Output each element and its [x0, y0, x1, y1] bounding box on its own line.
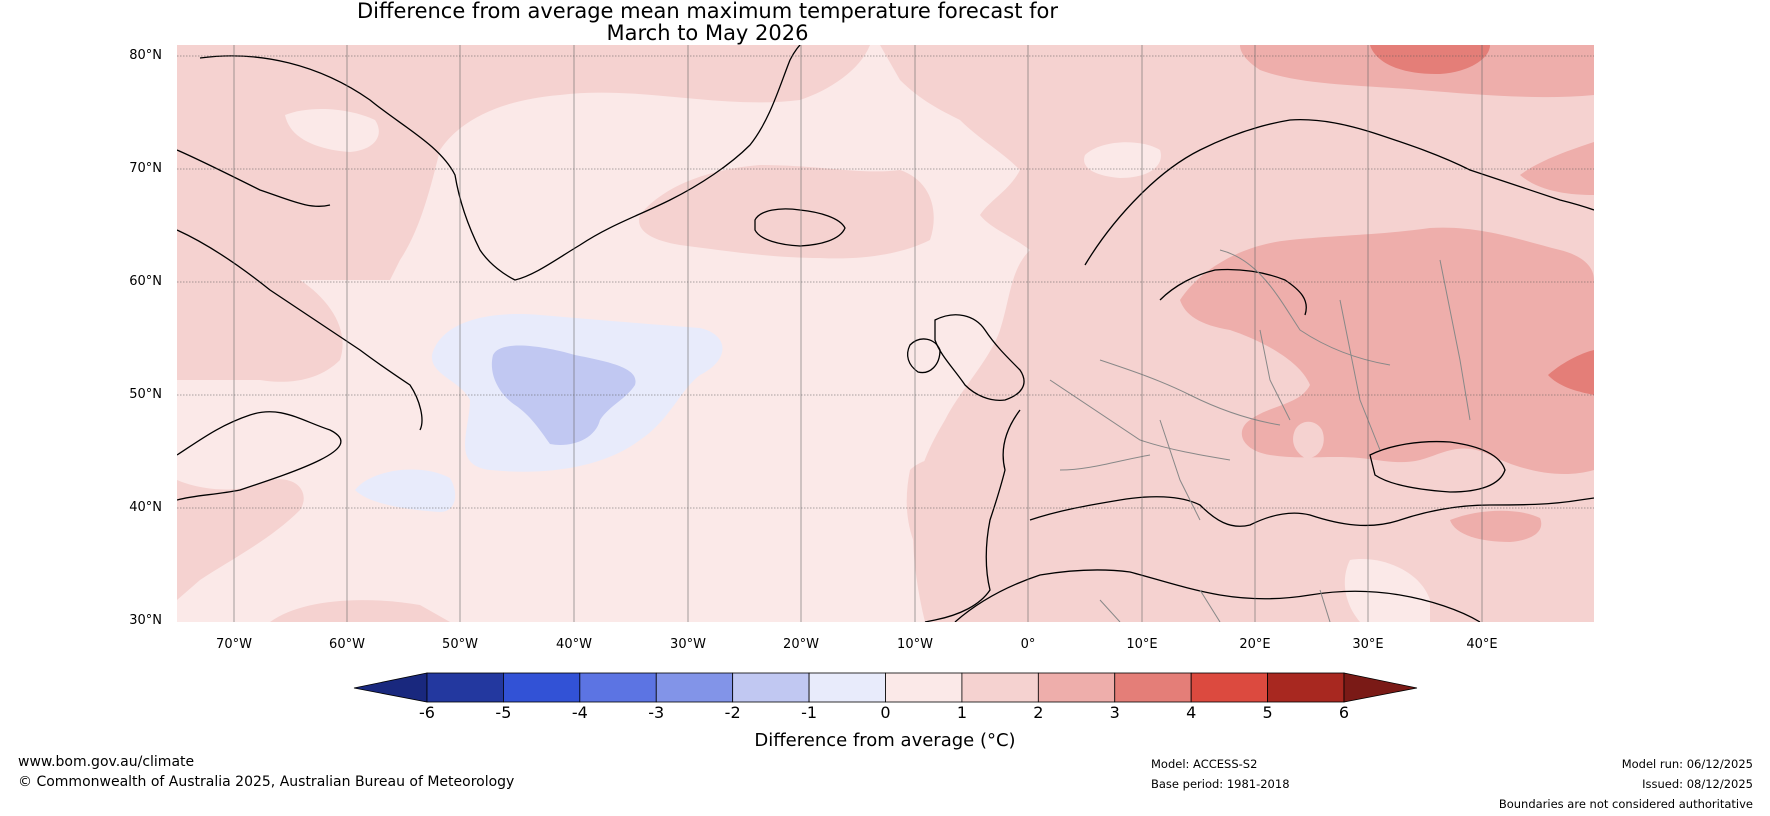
baffin-coast: [177, 149, 331, 207]
colorbar-tick-label: 2: [1033, 703, 1044, 722]
black-sea-coast: [1369, 440, 1506, 493]
colorbar-segment: [808, 672, 886, 703]
lat-label-30n: 30°N: [129, 613, 162, 628]
map-title-line-1: Difference from average mean maximum tem…: [357, 0, 1058, 23]
colorbar-segment: [426, 672, 504, 703]
lat-label-60n: 60°N: [129, 274, 162, 289]
lat-label-50n: 50°N: [129, 387, 162, 402]
anomaly-1-to-2-iberia: [906, 456, 1021, 569]
iceland-coast: [754, 208, 846, 247]
africa-north-coast: [954, 569, 1481, 622]
lon-label-0: 0°: [1020, 637, 1036, 652]
footer-issued: Issued: 08/12/2025: [1642, 777, 1753, 791]
colorbar-tick-label: -3: [648, 703, 665, 722]
colorbar-tick-label: 5: [1262, 703, 1273, 722]
coastlines: [177, 45, 1594, 622]
colorbar-segment: [579, 672, 657, 703]
colorbar-tick-label: -1: [801, 703, 818, 722]
footer-copyright: © Commonwealth of Australia 2025, Austra…: [18, 774, 515, 790]
country-borders: [1049, 249, 1471, 622]
anomaly-1-to-2-northeast-europe: [880, 45, 1594, 622]
norway-coast: [1084, 119, 1594, 266]
colorbar-segment: [503, 672, 581, 703]
lon-label-10w: 10°W: [897, 637, 933, 652]
colorbar-tick-label: -5: [495, 703, 512, 722]
anomaly-1-to-2-labrador: [177, 280, 343, 382]
anomaly-minus-1-to-0-newfoundland-sea: [355, 469, 456, 512]
footer-base-period: Base period: 1981-2018: [1151, 777, 1290, 791]
anomaly-2-to-3-east-edge: [1520, 142, 1594, 195]
greenland-coast: [199, 45, 801, 281]
lon-label-30e: 30°E: [1352, 637, 1384, 652]
lon-label-30w: 30°W: [670, 637, 706, 652]
anomaly-1-to-2-iceland: [639, 165, 934, 259]
western-europe-coast: [924, 409, 1021, 622]
colorbar-under-arrow: [353, 672, 428, 703]
lon-label-40e: 40°E: [1466, 637, 1498, 652]
colorbar-segment: [1114, 672, 1192, 703]
lon-label-50w: 50°W: [442, 637, 478, 652]
lat-label-70n: 70°N: [129, 161, 162, 176]
lat-label-40n: 40°N: [129, 500, 162, 515]
canada-east-coast: [177, 411, 342, 501]
ireland-coast: [907, 338, 941, 374]
british-isles-coast: [934, 314, 1025, 401]
lon-label-60w: 60°W: [329, 637, 365, 652]
lon-label-70w: 70°W: [216, 637, 252, 652]
anomaly-1-to-2-south: [270, 600, 450, 622]
colorbar-segments: [426, 672, 1345, 703]
anomaly-0-to-1-turkey: [1344, 559, 1430, 622]
latitude-gridlines: [177, 55, 1594, 509]
colorbar-tick-label: -2: [724, 703, 741, 722]
anomaly-2-to-3-caucasus: [1450, 510, 1542, 542]
anomaly-3-to-4-russia: [1548, 350, 1594, 395]
anomaly-1-to-2-north-west: [177, 45, 870, 280]
anomaly-3-to-4-arctic: [1370, 45, 1490, 75]
footer-website: www.bom.gov.au/climate: [18, 754, 195, 770]
lon-label-20e: 20°E: [1239, 637, 1271, 652]
footer-model: Model: ACCESS-S2: [1151, 757, 1258, 771]
anomaly-1-to-2-southwest: [177, 479, 304, 600]
lon-label-20w: 20°W: [783, 637, 819, 652]
colorbar-segment: [732, 672, 810, 703]
colorbar-over-arrow: [1343, 672, 1418, 703]
colorbar-tick-label: 0: [880, 703, 891, 722]
baltic-coast: [1159, 268, 1307, 316]
colorbar-segment: [655, 672, 734, 703]
anomaly-0-to-1-baffin: [285, 108, 379, 152]
longitude-gridlines: [233, 45, 1483, 622]
colorbar-segment: [1037, 672, 1116, 703]
colorbar-segment: [885, 672, 963, 703]
colorbar-tick-label: 3: [1109, 703, 1120, 722]
anomaly-1-to-2-black-sea-pocket: [1293, 421, 1324, 459]
anomaly-2-to-3-eastern-europe: [1180, 227, 1594, 475]
lat-label-80n: 80°N: [129, 48, 162, 63]
colorbar-tick-label: 6: [1338, 703, 1350, 722]
footer-disclaimer: Boundaries are not considered authoritat…: [1498, 797, 1753, 811]
colorbar-tick-label: 1: [956, 703, 967, 722]
colorbar-segment: [1267, 672, 1345, 703]
lon-label-10e: 10°E: [1126, 637, 1158, 652]
lon-label-40w: 40°W: [556, 637, 592, 652]
mediterranean-coast: [1029, 496, 1594, 527]
footer-model-run: Model run: 06/12/2025: [1621, 757, 1753, 771]
labrador-coast: [177, 229, 423, 431]
colorbar-label: Difference from average (°C): [754, 730, 1016, 751]
colorbar-segment: [961, 672, 1039, 703]
colorbar-segment: [1190, 672, 1268, 703]
colorbar-tick-label: -4: [571, 703, 588, 722]
colorbar: [353, 672, 1418, 703]
map-plot-area: [177, 45, 1594, 622]
map-title-line-2: March to May 2026: [606, 21, 809, 45]
colorbar-tick-label: -6: [419, 703, 435, 722]
anomaly-minus-2-to-minus-1-atlantic: [491, 345, 636, 445]
colorbar-tick-label: 4: [1186, 703, 1197, 722]
